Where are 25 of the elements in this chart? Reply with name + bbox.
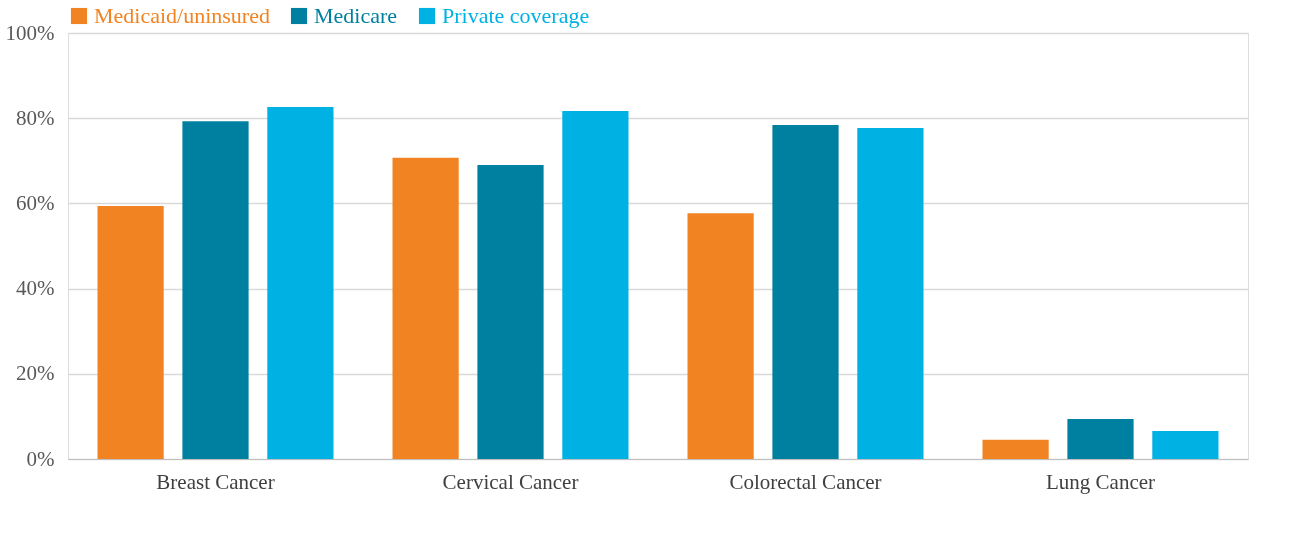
bar [477, 165, 544, 459]
bar [687, 213, 754, 459]
bar [97, 205, 164, 459]
x-tick-label: Cervical Cancer [442, 469, 579, 494]
y-tick-label: 100% [5, 20, 55, 45]
bar [562, 110, 629, 459]
y-tick-label: 40% [16, 276, 55, 301]
bar [392, 157, 459, 459]
legend-label: Medicare [314, 3, 398, 28]
y-tick-label: 0% [26, 446, 55, 471]
bar [1152, 430, 1219, 459]
bar [772, 125, 839, 459]
x-tick-label: Lung Cancer [1045, 469, 1156, 494]
bar [982, 439, 1049, 459]
y-tick-label: 20% [16, 361, 55, 386]
bar [1067, 418, 1134, 459]
x-tick-label: Colorectal Cancer [729, 469, 882, 494]
y-tick-label: 80% [16, 105, 55, 130]
bar [182, 121, 249, 459]
y-tick-label: 60% [16, 190, 55, 215]
x-tick-label: Breast Cancer [156, 469, 275, 494]
legend-label: Medicaid/uninsured [94, 3, 270, 28]
bar [267, 107, 334, 459]
legend-label: Private coverage [442, 3, 590, 28]
bar [857, 128, 924, 459]
